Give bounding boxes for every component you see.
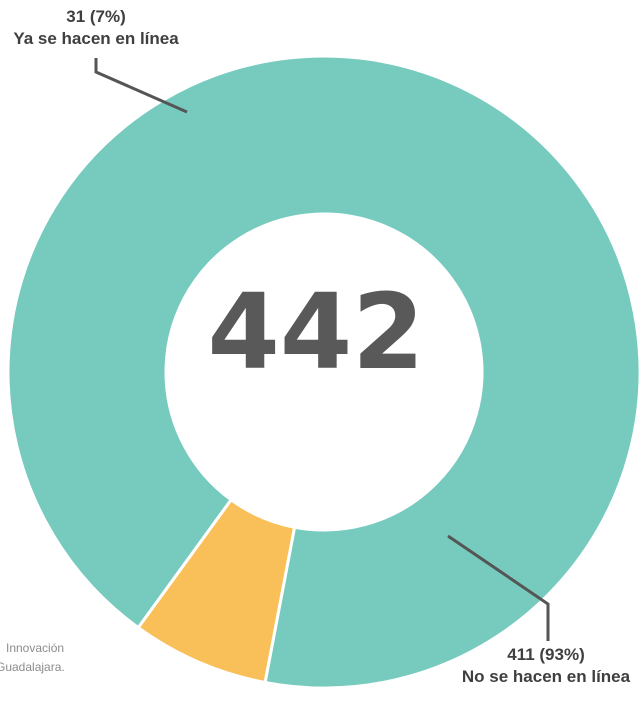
leader-line-small-slice bbox=[94, 58, 188, 114]
leader-line-large-slice bbox=[447, 534, 550, 641]
slice-label-value: 31 (7%) bbox=[66, 7, 126, 26]
source-note-line1: Innovación bbox=[6, 641, 64, 655]
slice-label-text: No se hacen en línea bbox=[462, 667, 631, 686]
center-total: 442 bbox=[207, 271, 424, 393]
donut-slices bbox=[6, 54, 642, 690]
source-note-line2: Guadalajara. bbox=[0, 660, 65, 674]
slice-label-value: 411 (93%) bbox=[507, 645, 585, 664]
donut-slice-online bbox=[136, 497, 297, 685]
donut-slice-no-online bbox=[6, 54, 642, 690]
slice-label-text: Ya se hacen en línea bbox=[13, 29, 179, 48]
